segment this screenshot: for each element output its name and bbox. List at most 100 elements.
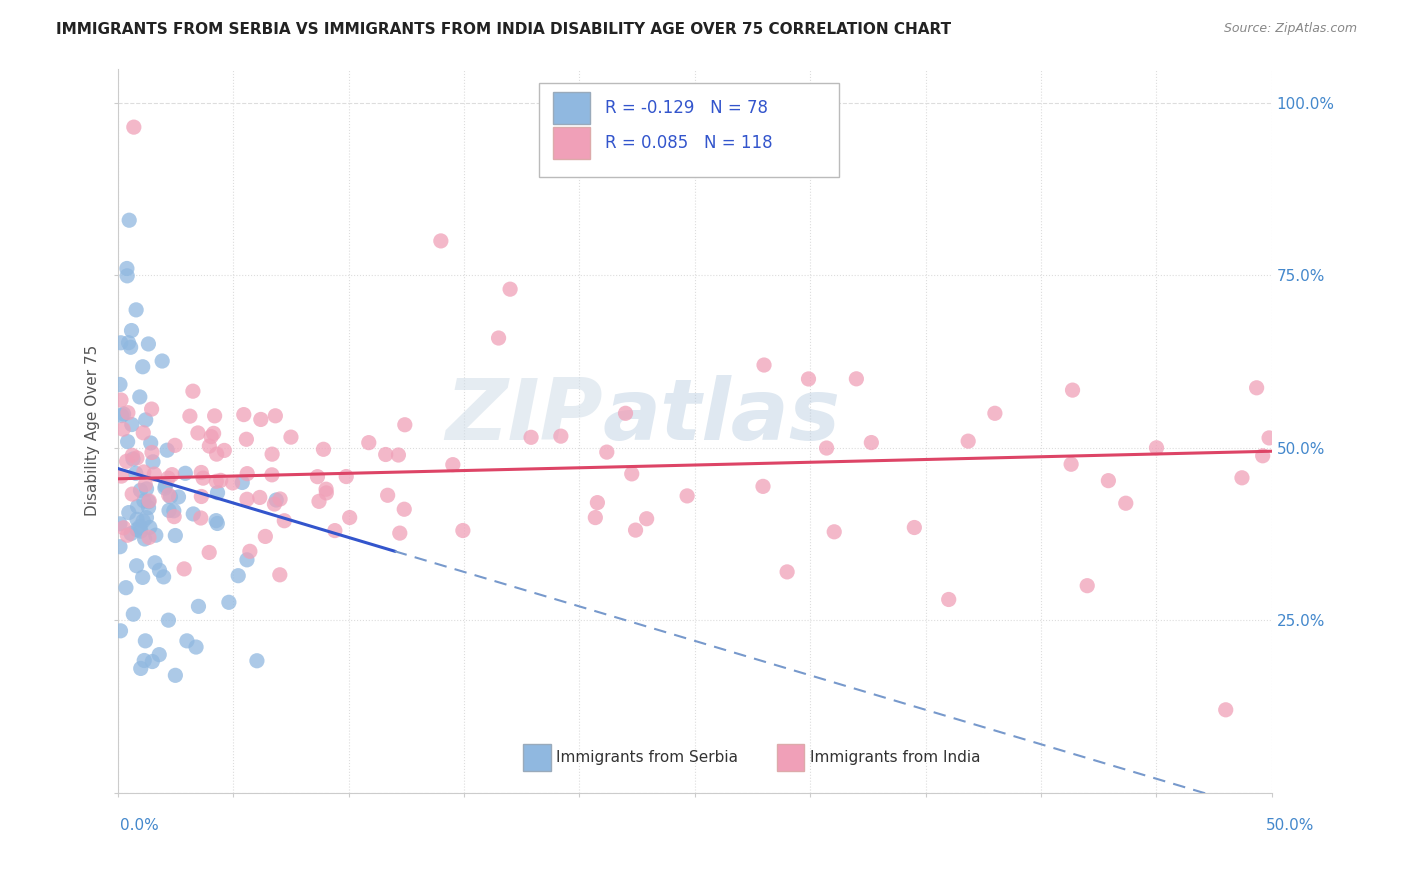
Point [221,475,243,490]
Point [125,512,148,526]
Y-axis label: Disability Age Over 75: Disability Age Over 75 [86,345,100,516]
Point [135,482,157,496]
Point [250,412,273,426]
Point [117,528,139,542]
Point [190,490,212,504]
Point [138,337,160,351]
Point [165,668,187,682]
Point [110,624,132,638]
Point [205,514,228,528]
Point [249,491,271,505]
Point [200,430,222,444]
Point [235,432,257,446]
Point [845,372,868,386]
Point [152,570,174,584]
Point [132,494,155,508]
Point [138,500,160,515]
Point [143,467,166,482]
Point [209,474,232,488]
Point [129,661,152,675]
Point [153,481,176,495]
Point [957,434,980,449]
Point [163,438,186,452]
Point [121,487,143,501]
FancyBboxPatch shape [553,93,589,124]
Point [339,510,361,524]
Text: 0.0%: 0.0% [120,818,159,832]
Point [938,592,960,607]
Point [125,302,148,317]
Point [117,434,139,449]
Point [776,565,799,579]
Point [1375,403,1398,417]
Point [394,502,416,516]
Point [125,450,148,465]
Point [207,516,229,531]
Point [1215,703,1237,717]
Point [129,483,152,498]
Point [120,526,142,541]
FancyBboxPatch shape [776,745,804,772]
Point [148,648,170,662]
Point [1330,442,1353,456]
Point [150,354,173,368]
Point [157,503,180,517]
Text: Immigrants from Serbia: Immigrants from Serbia [557,750,738,765]
Point [117,406,139,420]
Point [388,526,411,541]
Point [239,544,262,558]
Point [1251,449,1274,463]
Point [165,528,187,542]
Point [173,562,195,576]
Point [190,511,212,525]
Point [117,335,139,350]
Point [520,430,543,444]
Point [108,377,131,392]
Text: R = -0.129   N = 78: R = -0.129 N = 78 [605,99,768,118]
Point [1295,405,1317,419]
Point [202,426,225,441]
Point [120,340,142,354]
Point [157,471,180,485]
Point [128,390,150,404]
Point [115,268,138,283]
Point [236,467,259,481]
Text: atlas: atlas [602,375,841,458]
Point [1246,381,1268,395]
Point [312,442,335,457]
Point [620,467,643,481]
FancyBboxPatch shape [553,128,589,159]
Point [254,529,277,543]
Point [752,358,775,372]
Point [499,282,522,296]
Point [198,439,221,453]
Point [135,510,157,524]
Point [134,477,156,491]
Point [132,425,155,440]
Point [111,409,134,423]
Point [125,523,148,537]
Point [1146,441,1168,455]
Point [269,567,291,582]
Point [586,495,609,509]
Point [269,491,291,506]
Point [134,633,156,648]
Point [1060,457,1083,471]
Point [115,581,138,595]
Point [377,488,399,502]
Point [174,467,197,481]
Point [121,417,143,432]
Point [187,425,209,440]
Point [583,510,606,524]
Point [264,409,287,423]
Point [157,488,180,502]
Text: R = 0.085   N = 118: R = 0.085 N = 118 [605,134,772,153]
Point [236,492,259,507]
Point [308,494,330,508]
Point [181,507,204,521]
Point [184,640,207,654]
Point [1303,490,1326,504]
Point [260,467,283,482]
Point [125,558,148,573]
Point [145,528,167,542]
